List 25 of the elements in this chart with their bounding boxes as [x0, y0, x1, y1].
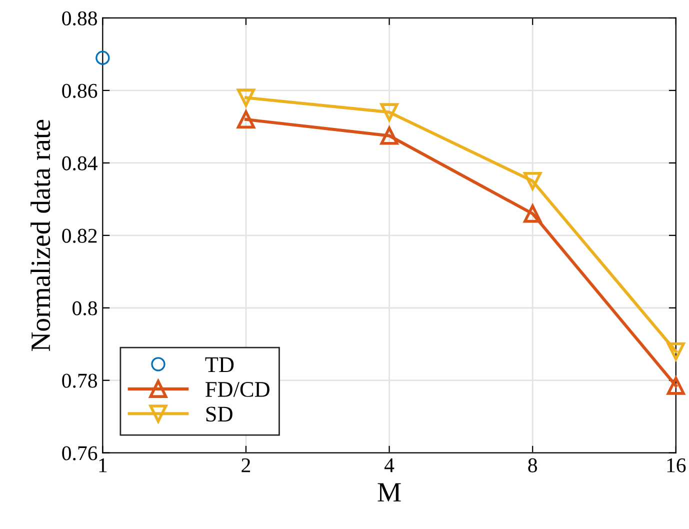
legend-label: FD/CD — [206, 382, 270, 397]
point — [666, 342, 685, 360]
y-tick-label: 0.76 — [62, 446, 98, 460]
point — [524, 204, 542, 223]
x-tick-label: 4 — [384, 458, 394, 472]
legend-label: TD — [205, 357, 234, 372]
y-axis-title: Normalized data rate — [30, 120, 50, 352]
point — [380, 126, 398, 145]
x-axis-title: M — [378, 483, 401, 502]
y-tick-label: 0.8 — [72, 301, 98, 316]
point — [236, 110, 256, 128]
y-tick-label: 0.84 — [62, 156, 98, 170]
y-tick-label: 0.86 — [62, 84, 98, 98]
x-tick-label: 8 — [528, 458, 538, 472]
point — [380, 103, 398, 122]
legend-label: SD — [206, 406, 232, 422]
point — [666, 376, 685, 395]
x-tick-label: 2 — [242, 458, 250, 472]
y-tick-label: 0.88 — [62, 11, 98, 26]
point — [236, 88, 256, 107]
y-tick-label: 0.82 — [62, 228, 97, 243]
x-tick-label: 16 — [667, 458, 686, 472]
point — [524, 172, 542, 190]
x-tick-label: 1 — [99, 458, 107, 472]
y-tick-label: 0.78 — [62, 374, 98, 388]
